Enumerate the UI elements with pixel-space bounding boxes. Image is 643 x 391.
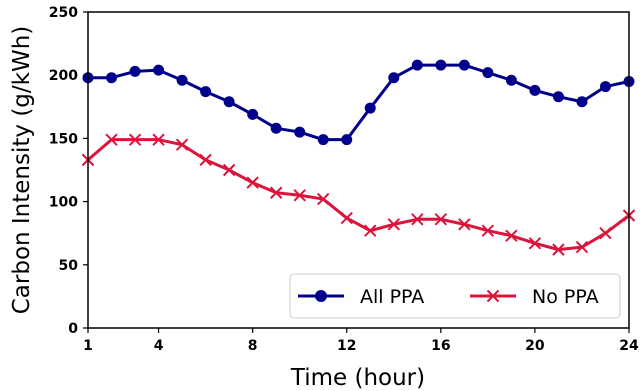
plot-frame bbox=[87, 11, 630, 329]
series-line-no-ppa bbox=[87, 138, 630, 252]
data-point-all-ppa bbox=[529, 84, 541, 96]
x-tick-label: 8 bbox=[248, 338, 258, 354]
data-point-no-ppa bbox=[246, 176, 259, 189]
data-point-no-ppa bbox=[411, 213, 424, 226]
y-tick-label: 200 bbox=[49, 68, 78, 84]
data-point-all-ppa bbox=[106, 72, 118, 84]
data-point-no-ppa bbox=[152, 133, 165, 146]
data-point-no-ppa bbox=[528, 237, 542, 250]
data-point-all-ppa bbox=[341, 134, 353, 146]
legend-marker-all-ppa bbox=[315, 290, 327, 302]
data-point-no-ppa bbox=[364, 224, 377, 237]
data-point-no-ppa bbox=[222, 163, 236, 177]
data-point-no-ppa bbox=[175, 138, 189, 151]
data-point-no-ppa bbox=[552, 243, 565, 256]
data-point-all-ppa bbox=[411, 59, 423, 71]
x-tick-label: 1 bbox=[83, 338, 93, 354]
data-point-all-ppa bbox=[435, 59, 447, 71]
data-point-all-ppa bbox=[482, 67, 494, 79]
legend-frame bbox=[289, 273, 621, 319]
y-tick-label: 100 bbox=[49, 195, 78, 211]
x-tick-label: 4 bbox=[154, 338, 164, 354]
x-tick-label: 16 bbox=[431, 338, 450, 354]
data-point-all-ppa bbox=[223, 96, 235, 108]
x-tick-label: 12 bbox=[337, 338, 356, 354]
y-tick-label: 250 bbox=[49, 5, 78, 21]
data-point-no-ppa bbox=[458, 218, 471, 231]
data-point-no-ppa bbox=[575, 240, 589, 254]
data-point-no-ppa bbox=[199, 153, 212, 167]
data-point-all-ppa bbox=[153, 64, 165, 76]
x-tick-label: 20 bbox=[525, 338, 545, 354]
data-point-all-ppa bbox=[270, 122, 282, 134]
ticks-layer: 1 4 8 12 16 20 24 0 50 100 150 200 250 bbox=[49, 5, 639, 354]
data-point-no-ppa bbox=[387, 218, 400, 231]
data-point-all-ppa bbox=[552, 91, 564, 103]
data-point-no-ppa bbox=[128, 133, 142, 146]
data-point-no-ppa bbox=[293, 189, 306, 202]
data-point-all-ppa bbox=[176, 74, 188, 86]
data-point-no-ppa bbox=[340, 211, 353, 225]
legend: All PPA No PPA bbox=[289, 273, 621, 319]
data-point-all-ppa bbox=[317, 134, 329, 146]
y-tick-label: 50 bbox=[59, 258, 79, 274]
legend-marker-no-ppa bbox=[486, 289, 500, 303]
data-point-no-ppa bbox=[317, 192, 330, 206]
data-point-no-ppa bbox=[434, 213, 448, 226]
plot-layer bbox=[81, 59, 636, 256]
data-point-no-ppa bbox=[105, 133, 118, 146]
data-point-all-ppa bbox=[505, 74, 517, 86]
y-tick-label: 0 bbox=[68, 321, 78, 337]
data-point-all-ppa bbox=[458, 59, 470, 71]
x-tick-label: 24 bbox=[619, 338, 639, 354]
data-point-all-ppa bbox=[364, 102, 376, 114]
legend-label-no-ppa: No PPA bbox=[532, 286, 599, 308]
series-line-all-ppa bbox=[88, 63, 630, 142]
y-axis-title: Carbon Intensity (g/kWh) bbox=[9, 26, 35, 315]
data-point-all-ppa bbox=[294, 126, 306, 138]
data-point-no-ppa bbox=[269, 186, 283, 199]
data-point-all-ppa bbox=[129, 65, 141, 77]
data-point-all-ppa bbox=[200, 86, 212, 98]
data-point-all-ppa bbox=[388, 72, 400, 84]
data-point-all-ppa bbox=[576, 96, 588, 108]
data-point-no-ppa bbox=[481, 224, 495, 237]
x-axis-title: Time (hour) bbox=[290, 365, 425, 391]
legend-label-all-ppa: All PPA bbox=[360, 286, 424, 308]
data-point-all-ppa bbox=[599, 81, 611, 93]
data-point-all-ppa bbox=[247, 108, 259, 120]
y-tick-label: 150 bbox=[49, 131, 78, 147]
data-point-no-ppa bbox=[505, 229, 518, 242]
data-point-no-ppa bbox=[599, 226, 612, 240]
